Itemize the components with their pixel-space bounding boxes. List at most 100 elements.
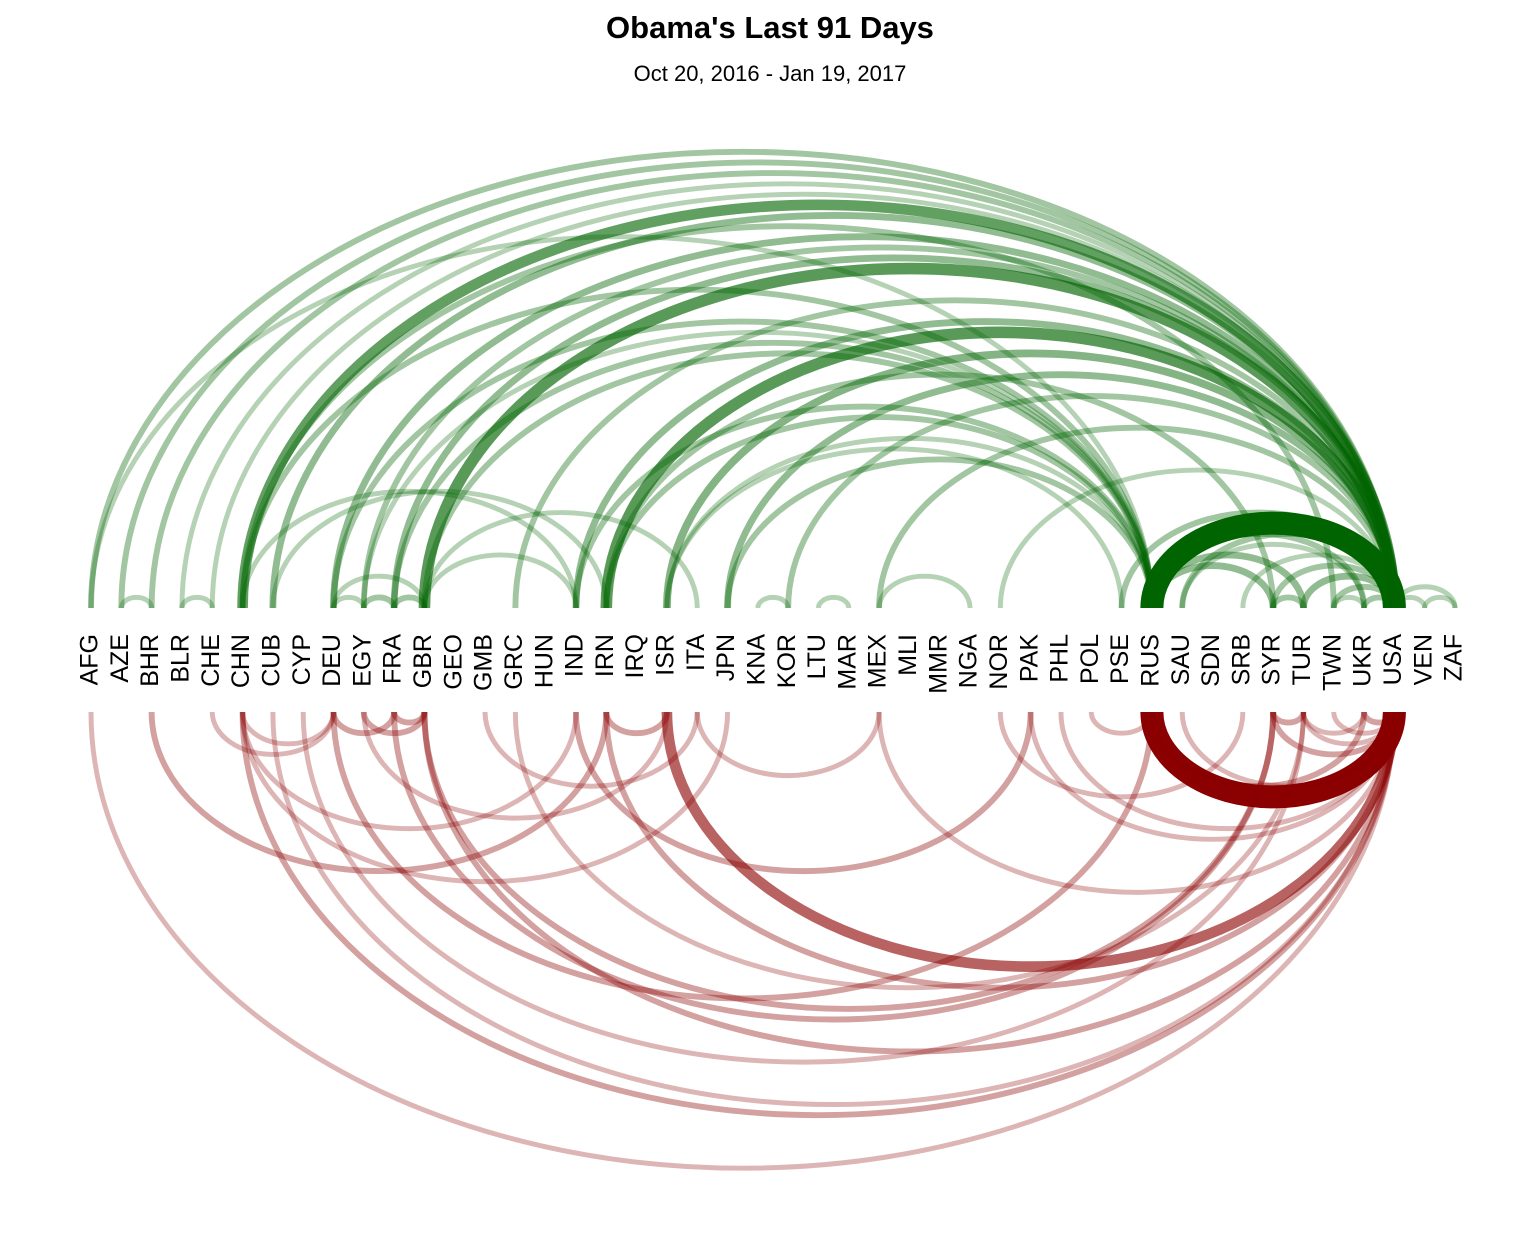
top-arc: [391, 594, 428, 609]
bottom-arc: [573, 711, 1034, 874]
bottom-arc: [421, 711, 1277, 1012]
top-arc: [663, 349, 1399, 609]
bottom-arc: [1148, 711, 1368, 790]
node-label: CHE: [197, 634, 225, 687]
top-arc: [664, 446, 1125, 609]
bottom-arc: [421, 711, 1398, 1055]
top-arc: [361, 329, 1155, 609]
top-arc: [148, 170, 1398, 609]
bottom-arc: [1270, 711, 1398, 758]
top-arc: [118, 595, 155, 609]
node-label: CYP: [288, 634, 316, 685]
node-label: DEU: [318, 634, 346, 687]
node-label: RUS: [1136, 634, 1164, 687]
node-label: FRA: [379, 634, 407, 684]
top-arc: [1270, 562, 1398, 609]
bottom-arc: [391, 711, 1277, 1022]
bottom-arc: [1028, 711, 1397, 842]
bottom-arc: [1331, 711, 1397, 736]
top-arc: [603, 372, 1277, 609]
top-arc: [1422, 595, 1458, 609]
top-arc: [785, 392, 1398, 609]
top-arc: [512, 297, 1398, 609]
node-label: HUN: [530, 634, 558, 688]
bottom-arc: [661, 711, 1400, 972]
node-label: GBR: [409, 634, 437, 688]
bottom-arc: [360, 711, 428, 737]
top-arc: [179, 181, 1397, 609]
top-arc: [573, 403, 1155, 609]
node-label: SDN: [1197, 634, 1225, 687]
top-arc: [664, 435, 1155, 609]
node-label: ITA: [682, 634, 710, 671]
top-arc: [815, 595, 852, 609]
node-label: IRN: [591, 634, 619, 677]
node-label: AFG: [76, 634, 104, 685]
bottom-arc: [1088, 711, 1155, 736]
node-label: KNA: [742, 634, 770, 686]
top-arc: [418, 262, 1401, 609]
top-arc: [330, 318, 1155, 609]
top-arc: [1331, 595, 1367, 609]
top-arc: [88, 148, 1398, 609]
node-label: NOR: [985, 634, 1013, 690]
node-label: AZE: [106, 634, 134, 683]
top-arc: [1148, 562, 1277, 609]
top-arc: [360, 594, 398, 609]
bottom-arc: [603, 711, 670, 737]
bottom-arc: [997, 711, 1246, 800]
node-labels: AFG AZE BHR BLR CHE CHN CUB CYP DEU EGY FRA GBR GEO G…: [76, 634, 1468, 694]
bottom-arc: [330, 711, 398, 737]
top-arc: [209, 191, 1397, 609]
bottom-arc: [1140, 711, 1406, 809]
top-arc: [237, 199, 1400, 609]
arcs: [88, 148, 1458, 1171]
bottom-arc: [148, 711, 610, 875]
bottom-arc: [1300, 711, 1397, 747]
top-arc: [421, 510, 700, 609]
top-arc: [1118, 509, 1398, 609]
bottom-arc: [876, 711, 1397, 895]
node-label: SYR: [1258, 634, 1286, 685]
top-arc: [1179, 530, 1398, 609]
bottom-arc: [482, 711, 700, 789]
chart-subtitle: Oct 20, 2016 - Jan 19, 2017: [634, 61, 907, 86]
node-label: SAU: [1167, 634, 1195, 685]
top-arc: [360, 244, 1398, 609]
top-arc: [1391, 584, 1458, 609]
node-label: IND: [561, 634, 589, 677]
node-label: BHR: [136, 634, 164, 687]
top-arc: [240, 488, 579, 609]
chart-title: Obama's Last 91 Days: [606, 10, 934, 45]
node-label: PHL: [1046, 634, 1074, 683]
top-arc: [270, 488, 609, 609]
bottom-arc: [270, 711, 1397, 1108]
top-arc: [1270, 594, 1307, 609]
top-arc: [269, 212, 1398, 609]
top-arc: [1300, 572, 1398, 609]
node-label: SRB: [1227, 634, 1255, 685]
node-label: CUB: [257, 634, 285, 687]
node-label: BLR: [167, 634, 195, 683]
bottom-arc: [1270, 711, 1307, 726]
node-label: CHN: [227, 634, 255, 688]
top-arc: [179, 595, 215, 609]
node-label: USA: [1379, 634, 1407, 686]
top-arc: [1140, 511, 1406, 609]
top-arc: [1148, 530, 1368, 609]
node-label: JPN: [712, 634, 740, 681]
node-label: EGY: [348, 634, 376, 687]
bottom-arc: [240, 711, 579, 832]
top-arc: [755, 594, 791, 609]
top-arc: [1330, 584, 1398, 609]
node-label: MEX: [864, 634, 892, 689]
top-arc: [239, 286, 1155, 609]
bottom-arc: [1300, 711, 1367, 736]
top-arc: [118, 159, 1398, 609]
node-label: NGA: [955, 634, 983, 689]
node-label: VEN: [1409, 634, 1437, 685]
node-label: GMB: [470, 634, 498, 691]
top-arc: [1361, 594, 1398, 609]
node-label: MMR: [924, 634, 952, 694]
